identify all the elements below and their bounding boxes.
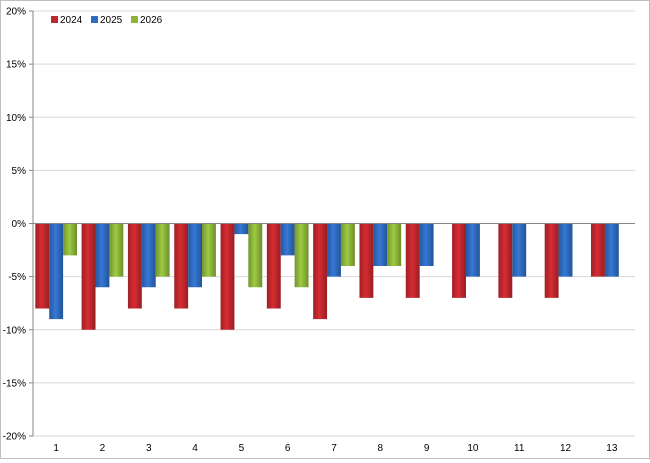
legend-label-2025: 2025 [100,15,123,26]
bar-2025-5 [234,223,249,235]
x-tick-label: 1 [53,443,59,454]
legend-swatch-2025 [91,16,98,23]
x-tick-label: 6 [285,443,291,454]
bar-2025-11 [512,223,527,277]
bar-2024-12 [544,223,559,298]
bar-2024-9 [405,223,420,298]
y-tick-label: 10% [6,113,26,124]
bar-2024-2 [81,223,96,330]
y-tick-label: 5% [12,166,27,177]
bar-2025-4 [188,223,203,288]
bar-2024-10 [452,223,466,298]
y-tick-label: -20% [3,432,26,443]
bar-2025-12 [558,223,573,277]
x-tick-label: 8 [378,443,384,454]
bar-2024-4 [174,223,189,309]
x-tick-label: 7 [331,443,337,454]
x-tick-label: 2 [100,443,106,454]
y-tick-label: -15% [3,378,26,389]
bar-2024-3 [127,223,142,309]
x-tick-label: 10 [467,443,479,454]
legend: 2024 2025 2026 [51,15,163,26]
bar-2026-8 [387,223,402,266]
y-tick-label: -5% [8,272,26,283]
bar-2025-3 [141,223,156,288]
bar-2024-11 [498,223,513,298]
bar-2024-8 [359,223,374,298]
x-tick-label: 9 [424,443,430,454]
bar-2026-2 [109,223,124,277]
bar-2026-7 [340,223,355,266]
x-tick-label: 13 [606,443,618,454]
bar-2026-6 [294,223,309,288]
bar-2024-7 [313,223,328,320]
bars [35,223,619,330]
x-tick-label: 4 [192,443,198,454]
legend-label-2024: 2024 [60,15,83,26]
y-tick-label: 15% [6,60,26,71]
bar-2024-13 [591,223,605,277]
bar-2026-1 [63,223,77,256]
x-tick-label: 12 [560,443,572,454]
bar-2024-1 [35,223,50,309]
bar-2025-13 [604,223,619,277]
bar-2026-4 [202,223,216,277]
bar-2025-2 [95,223,110,288]
x-tick-label: 3 [146,443,152,454]
bar-2025-9 [419,223,434,266]
y-tick-label: 20% [6,7,26,18]
y-tick-label: 0% [12,219,27,230]
x-tick-label: 11 [514,443,525,454]
x-tick-label: 5 [239,443,245,454]
bar-2025-10 [465,223,480,277]
bar-2024-5 [220,223,235,330]
legend-swatch-2024 [51,16,58,23]
bar-2026-5 [248,223,263,288]
legend-swatch-2026 [131,16,138,23]
bar-2025-7 [327,223,341,277]
bar-2025-6 [280,223,295,256]
bar-2025-1 [49,223,64,320]
legend-label-2026: 2026 [140,15,163,26]
y-tick-label: -10% [3,325,26,336]
bar-2025-8 [373,223,388,266]
bar-2026-3 [155,223,170,277]
bar-2024-6 [266,223,281,309]
axes: -20%-15%-10%-5%0%5%10%15%20%1 2 3 4 5 6 7 8 9 10 1… [3,7,635,454]
